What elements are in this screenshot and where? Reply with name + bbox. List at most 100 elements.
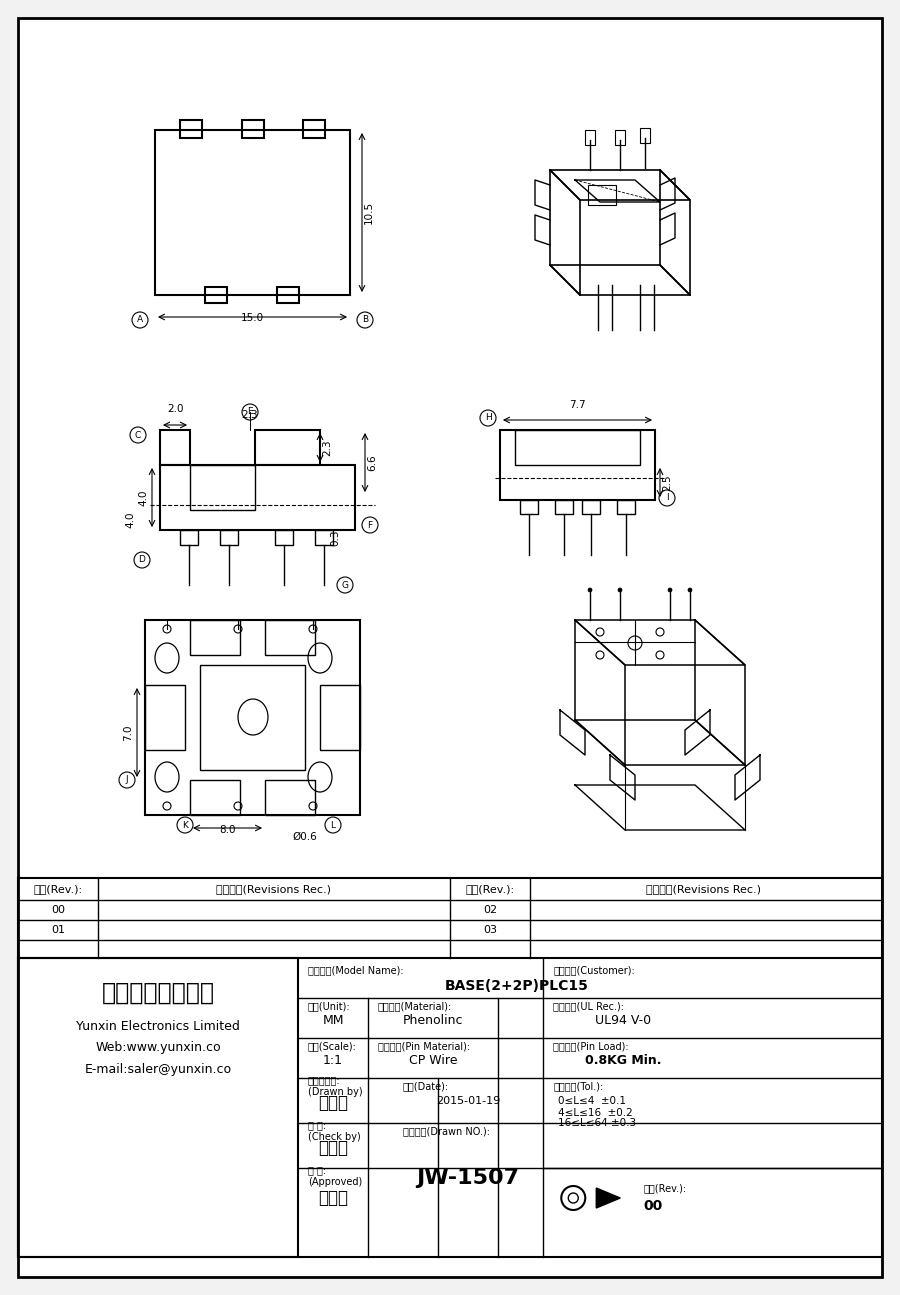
- Text: 1:1: 1:1: [323, 1054, 343, 1067]
- Text: 版本(Rev.):: 版本(Rev.):: [33, 884, 83, 894]
- Text: 比例(Scale):: 比例(Scale):: [308, 1041, 357, 1052]
- Text: K: K: [182, 821, 188, 830]
- Text: 15.0: 15.0: [241, 313, 264, 322]
- Bar: [18, 958, 298, 1257]
- Text: 02: 02: [483, 905, 497, 916]
- Bar: [588, 185, 616, 205]
- Text: UL94 V-0: UL94 V-0: [595, 1014, 652, 1027]
- Circle shape: [668, 588, 672, 592]
- Text: 00: 00: [51, 905, 65, 916]
- Polygon shape: [597, 1188, 620, 1208]
- Bar: [277, 287, 299, 303]
- Text: Ø0.6: Ø0.6: [292, 831, 318, 842]
- Text: 针脚拉力(Pin Load):: 针脚拉力(Pin Load):: [554, 1041, 629, 1052]
- Bar: [555, 500, 573, 514]
- Text: A: A: [137, 316, 143, 325]
- Bar: [617, 500, 635, 514]
- Text: E: E: [248, 408, 253, 417]
- Text: 2.3: 2.3: [322, 439, 332, 456]
- Text: 4≤L≤16  ±0.2: 4≤L≤16 ±0.2: [558, 1109, 633, 1118]
- Text: 修改记录(Revisions Rec.): 修改记录(Revisions Rec.): [646, 884, 761, 894]
- Text: 防火等级(Customer):: 防火等级(Customer):: [554, 965, 635, 975]
- Text: 0≤L≤4  ±0.1: 0≤L≤4 ±0.1: [558, 1096, 626, 1106]
- Text: 00: 00: [644, 1199, 662, 1213]
- Bar: [190, 465, 255, 510]
- Text: 防火等级(UL Rec.):: 防火等级(UL Rec.):: [554, 1001, 625, 1011]
- Text: D: D: [139, 556, 146, 565]
- Bar: [18, 878, 882, 1257]
- Bar: [303, 120, 325, 139]
- Text: 针脚材质(Pin Material):: 针脚材质(Pin Material):: [378, 1041, 470, 1052]
- Text: MM: MM: [322, 1014, 344, 1027]
- Bar: [160, 465, 355, 530]
- Circle shape: [618, 588, 622, 592]
- Text: 2.3: 2.3: [242, 411, 258, 420]
- Text: 16≤L≤64 ±0.3: 16≤L≤64 ±0.3: [558, 1118, 636, 1128]
- Text: 刘水强: 刘水强: [318, 1094, 348, 1112]
- Text: 4.0: 4.0: [125, 512, 135, 528]
- Text: 7.7: 7.7: [569, 400, 586, 411]
- Bar: [180, 120, 202, 139]
- Text: 核 对:
(Check by): 核 对: (Check by): [308, 1120, 361, 1142]
- Bar: [515, 430, 640, 465]
- Text: CP Wire: CP Wire: [409, 1054, 457, 1067]
- Text: 工程与设计:
(Drawn by): 工程与设计: (Drawn by): [308, 1075, 363, 1097]
- Text: B: B: [362, 316, 368, 325]
- Bar: [615, 130, 625, 145]
- Bar: [155, 130, 350, 295]
- Bar: [275, 530, 293, 545]
- Text: 云芊电子有限公司: 云芊电子有限公司: [102, 982, 214, 1005]
- Text: 核 准:
(Approved): 核 准: (Approved): [308, 1166, 362, 1186]
- Text: C: C: [135, 430, 141, 439]
- Bar: [160, 430, 190, 465]
- Text: 0.3: 0.3: [330, 530, 340, 546]
- Bar: [585, 130, 595, 145]
- Text: 规格描述(Model Name):: 规格描述(Model Name):: [308, 965, 403, 975]
- Text: 日期(Date):: 日期(Date):: [403, 1081, 449, 1090]
- Text: Yunxin Electronics Limited: Yunxin Electronics Limited: [76, 1019, 240, 1032]
- Text: 7.0: 7.0: [123, 724, 133, 741]
- Text: 版本(Rev.):: 版本(Rev.):: [644, 1184, 687, 1193]
- Text: E-mail:saler@yunxin.co: E-mail:saler@yunxin.co: [85, 1063, 231, 1076]
- Text: 版本(Rev.):: 版本(Rev.):: [465, 884, 515, 894]
- Text: J: J: [126, 776, 129, 785]
- Text: 4.0: 4.0: [138, 490, 148, 506]
- Text: 6.6: 6.6: [367, 455, 377, 471]
- Bar: [180, 530, 198, 545]
- Text: 01: 01: [51, 925, 65, 935]
- Text: 2.0: 2.0: [166, 404, 184, 414]
- Circle shape: [588, 588, 592, 592]
- Bar: [145, 685, 185, 750]
- Bar: [255, 430, 320, 465]
- Text: H: H: [484, 413, 491, 422]
- Text: Web:www.yunxin.co: Web:www.yunxin.co: [95, 1041, 220, 1054]
- Text: 修改记录(Revisions Rec.): 修改记录(Revisions Rec.): [217, 884, 331, 894]
- Bar: [315, 530, 333, 545]
- Text: 03: 03: [483, 925, 497, 935]
- Bar: [190, 780, 240, 815]
- Text: 一般公差(Tol.):: 一般公差(Tol.):: [554, 1081, 604, 1090]
- Text: JW-1507: JW-1507: [417, 1168, 519, 1188]
- Text: L: L: [330, 821, 336, 830]
- Bar: [265, 780, 315, 815]
- Text: BASE(2+2P)PLC15: BASE(2+2P)PLC15: [446, 979, 589, 993]
- Circle shape: [688, 588, 692, 592]
- Text: 2.5: 2.5: [662, 474, 672, 491]
- Bar: [242, 120, 264, 139]
- Text: 韦景川: 韦景川: [318, 1140, 348, 1156]
- Bar: [220, 530, 238, 545]
- Text: 产品编号(Drawn NO.):: 产品编号(Drawn NO.):: [403, 1125, 490, 1136]
- Text: 2015-01-19: 2015-01-19: [436, 1096, 500, 1106]
- Bar: [205, 287, 227, 303]
- Bar: [640, 128, 650, 142]
- Text: 单位(Unit):: 单位(Unit):: [308, 1001, 351, 1011]
- Text: F: F: [367, 521, 373, 530]
- Text: G: G: [341, 580, 348, 589]
- Bar: [200, 666, 305, 771]
- Bar: [320, 685, 360, 750]
- Text: I: I: [666, 493, 669, 502]
- Bar: [190, 620, 240, 655]
- Bar: [520, 500, 538, 514]
- Text: 10.5: 10.5: [364, 201, 374, 224]
- Bar: [265, 620, 315, 655]
